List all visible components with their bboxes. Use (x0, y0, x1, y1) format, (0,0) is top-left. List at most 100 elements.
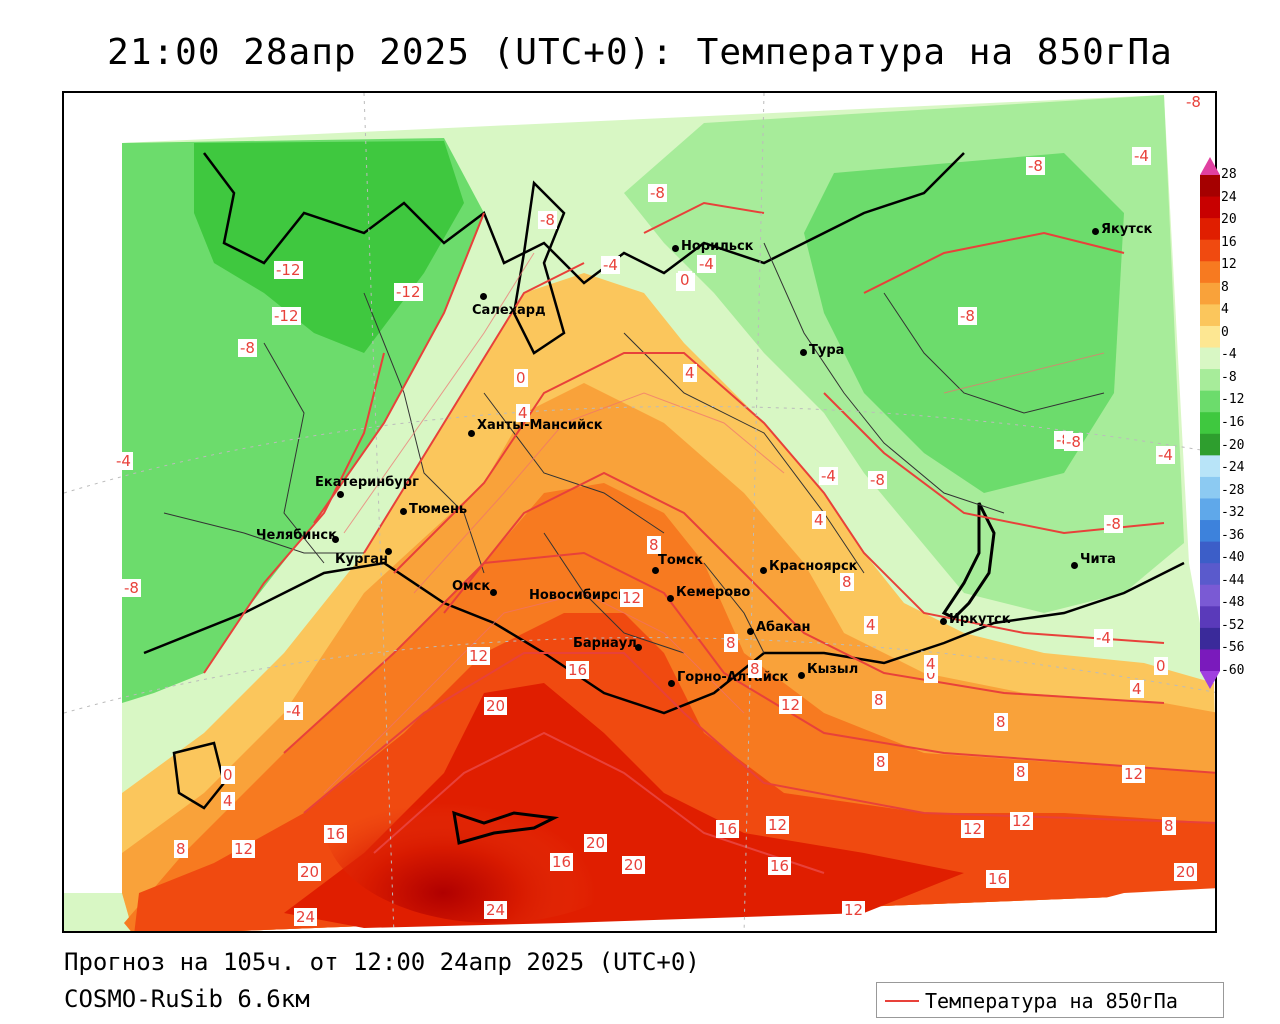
colorbar-tick-label: 4 (1221, 302, 1229, 318)
isotherm-value-label: 12 (1122, 765, 1146, 783)
city-label: Курган (335, 552, 388, 567)
isotherm-value-label: 4 (864, 616, 878, 634)
isotherm-value-label: -4 (114, 452, 133, 470)
city-label: Тюмень (409, 502, 468, 517)
isotherm-value-label: 20 (298, 863, 322, 881)
colorbar-swatch (1200, 541, 1220, 564)
colorbar-swatch (1200, 369, 1220, 392)
colorbar-tick-label: -28 (1221, 482, 1245, 498)
city-label: Новосибирск (529, 588, 627, 603)
city-dot-icon (635, 644, 642, 651)
map-area[interactable]: Норильск Якутск Салехард Тура Ханты-Манс… (62, 91, 1217, 933)
colorbar-graphic (1200, 157, 1220, 689)
city-dot-icon (800, 349, 807, 356)
isotherm-value-label: -8 (1026, 157, 1045, 175)
peninsula-outline (512, 180, 566, 355)
isotherm-value-label: 0 (678, 271, 692, 289)
isotherm-value-label: 8 (1162, 817, 1176, 835)
isotherm-value-label: 8 (724, 634, 738, 652)
isotherm-value-label: 4 (221, 792, 235, 810)
isotherm-value-label: 8 (748, 660, 762, 678)
isotherm-value-label: 8 (1014, 763, 1028, 781)
isotherm-value-label: -4 (819, 467, 838, 485)
isotherm-value-label: 12 (467, 647, 491, 665)
isotherm-value-label: 4 (924, 655, 938, 673)
colorbar-tick-label: -60 (1221, 663, 1245, 678)
isotherm-value-label: -4 (1132, 147, 1151, 165)
city-label: Кызыл (807, 662, 859, 677)
colorbar-swatch (1200, 606, 1220, 629)
isotherm-value-label: -8 (1184, 93, 1203, 111)
colorbar-swatch (1200, 282, 1220, 305)
colorbar-swatch (1200, 196, 1220, 219)
colorbar (1200, 157, 1220, 693)
colorbar-swatch (1200, 175, 1220, 198)
isotherm-value-label: -8 (648, 184, 667, 202)
temperature-map (64, 93, 1215, 931)
colorbar-swatch (1200, 584, 1220, 607)
isotherm-value-label: 20 (484, 697, 508, 715)
isotherm-value-label: -8 (1064, 433, 1083, 451)
city-label: Горно-Алтайск (677, 670, 789, 685)
city-dot-icon (940, 618, 947, 625)
colorbar-swatch (1200, 476, 1220, 499)
city-dot-icon (400, 508, 407, 515)
colorbar-swatch (1200, 455, 1220, 478)
colorbar-tick-label: -48 (1221, 595, 1245, 611)
aral-sea (172, 741, 226, 810)
isotherm-value-label: 8 (874, 753, 888, 771)
lake-balkhash (452, 810, 560, 845)
city-label: Ханты-Мансийск (477, 418, 603, 433)
colorbar-top-arrow-icon (1200, 157, 1220, 175)
isotherm-value-label: 12 (232, 840, 256, 858)
city-label: Красноярск (769, 559, 858, 574)
regional-borders (163, 242, 1105, 654)
colorbar-tick-label: 8 (1221, 279, 1229, 295)
isotherm-value-label: -8 (122, 579, 141, 597)
city-label: Барнаул (573, 636, 637, 651)
city-dot-icon (332, 536, 339, 543)
isotherm-value-label: 4 (812, 511, 826, 529)
city-dot-icon (1071, 562, 1078, 569)
city-label: Иркутск (949, 612, 1011, 627)
colorbar-tick-label: -20 (1221, 437, 1245, 453)
isotherm-value-label: 8 (174, 840, 188, 858)
city-label: Тура (809, 343, 845, 358)
city-label: Абакан (756, 620, 811, 635)
isotherm-value-label: -4 (1094, 629, 1113, 647)
city-label: Салехард (472, 303, 546, 318)
isotherm-value-label: 12 (1010, 812, 1034, 830)
isotherm-value-label: -4 (1156, 446, 1175, 464)
isotherm-value-label: -8 (1104, 515, 1123, 533)
colorbar-tick-label: 24 (1221, 189, 1237, 205)
isotherm-value-label: -4 (697, 255, 716, 273)
isotherm-value-label: 12 (620, 589, 644, 607)
isotherm-value-label: 24 (484, 901, 508, 919)
legend: Температура на 850гПа (876, 982, 1224, 1018)
isotherm-value-label: 12 (842, 901, 866, 919)
city-label: Норильск (681, 239, 754, 254)
colorbar-tick-label: -4 (1221, 347, 1237, 363)
colorbar-tick-label: 16 (1221, 234, 1237, 250)
city-dot-icon (668, 680, 675, 687)
colorbar-swatch (1200, 347, 1220, 370)
isotherms (203, 201, 1215, 874)
isotherm-value-label: 4 (683, 364, 697, 382)
colorbar-tick-label: -24 (1221, 460, 1245, 476)
forecast-info: Прогноз на 105ч. от 12:00 24апр 2025 (UT… (64, 948, 700, 976)
legend-line-icon (885, 1000, 919, 1002)
isotherm-value-label: 24 (294, 908, 318, 926)
isotherm-value-label: 4 (1130, 680, 1144, 698)
colorbar-swatch (1200, 627, 1220, 650)
city-dot-icon (760, 567, 767, 574)
city-label: Омск (452, 579, 491, 594)
colorbar-swatch (1200, 563, 1220, 586)
colorbar-tick-label: -16 (1221, 415, 1245, 430)
city-label: Якутск (1101, 222, 1153, 237)
colorbar-swatch (1200, 520, 1220, 543)
city-dot-icon (385, 548, 392, 555)
isotherm-value-label: 0 (1154, 657, 1168, 675)
colorbar-swatch (1200, 304, 1220, 327)
national-border (143, 561, 1185, 715)
isotherm-value-label: 16 (716, 820, 740, 838)
